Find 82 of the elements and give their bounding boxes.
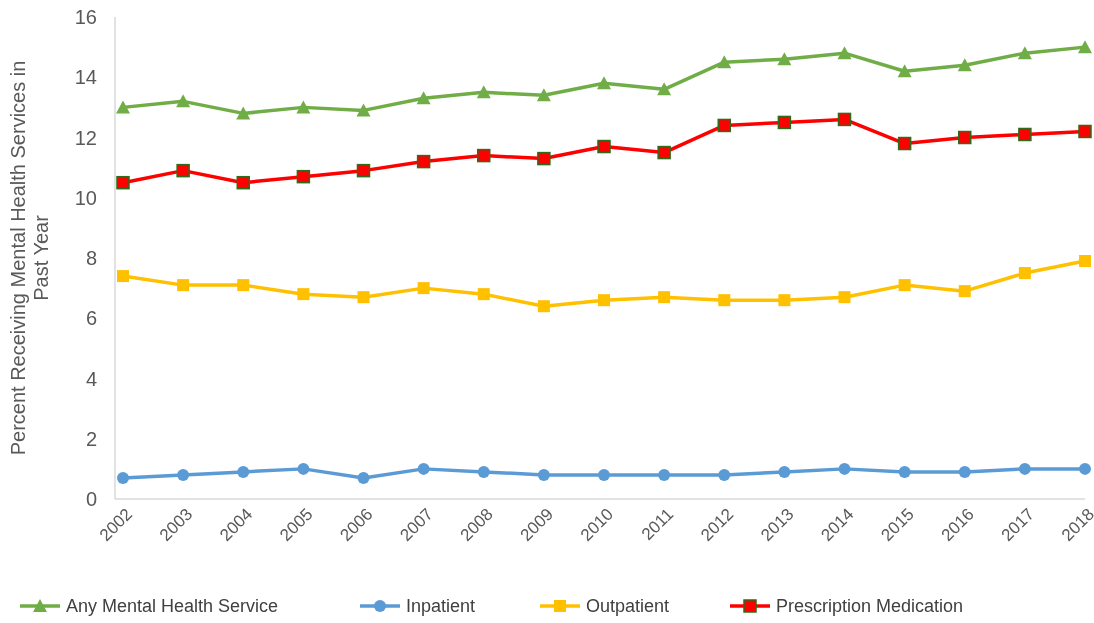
point <box>1078 124 1092 139</box>
point <box>116 175 130 190</box>
point <box>837 46 852 60</box>
point <box>177 468 190 481</box>
point <box>837 112 852 127</box>
point <box>296 169 311 184</box>
point <box>537 151 551 166</box>
point <box>658 291 671 304</box>
legend-label: Any Mental Health Service <box>66 596 279 617</box>
legend-label: Outpatient <box>586 596 670 617</box>
point <box>778 294 791 307</box>
point <box>1079 255 1091 268</box>
point <box>1018 127 1032 142</box>
y-tick-label: 12 <box>74 126 97 149</box>
y-tick-label: 0 <box>85 488 97 510</box>
point <box>717 55 732 69</box>
point <box>717 118 731 133</box>
y-tick-label: 10 <box>74 186 97 209</box>
point <box>297 462 310 475</box>
point <box>958 465 971 478</box>
point <box>597 139 611 154</box>
point <box>718 468 731 481</box>
y-tick-label: 6 <box>85 307 97 330</box>
point <box>357 471 370 484</box>
point <box>176 94 191 108</box>
point <box>1017 46 1032 60</box>
point <box>356 103 371 117</box>
point <box>176 163 190 178</box>
point <box>1018 267 1031 280</box>
y-tick-label: 8 <box>85 247 97 269</box>
point <box>958 285 971 298</box>
point <box>777 115 792 130</box>
point <box>958 130 972 145</box>
point <box>237 279 250 292</box>
point <box>658 468 671 481</box>
y-tick-label: 2 <box>85 427 97 450</box>
point <box>236 106 251 120</box>
point <box>417 462 430 475</box>
legend-label: Inpatient <box>406 596 476 617</box>
point <box>416 154 431 169</box>
y-tick-label: 4 <box>85 367 97 390</box>
point <box>417 282 430 295</box>
point <box>537 300 550 313</box>
point <box>718 294 731 307</box>
point <box>1079 462 1091 475</box>
point <box>838 462 851 475</box>
point <box>598 468 610 481</box>
point <box>536 88 551 102</box>
point <box>778 465 791 478</box>
point <box>1078 40 1092 54</box>
point <box>117 471 129 484</box>
point <box>357 291 370 304</box>
point <box>898 279 911 292</box>
legend-label: Prescription Medication <box>776 596 964 617</box>
point <box>777 52 792 66</box>
point <box>597 76 611 90</box>
point <box>116 100 130 114</box>
y-tick-label: 14 <box>74 66 97 89</box>
point <box>657 145 671 160</box>
point <box>1018 462 1031 475</box>
y-tick-label: 16 <box>74 6 97 28</box>
point <box>657 82 672 96</box>
point <box>117 270 129 283</box>
y-axis-title: Percent Receiving Mental Health Services in Past Year <box>7 60 52 456</box>
point <box>297 288 310 301</box>
point <box>537 468 550 481</box>
point <box>296 100 311 114</box>
point <box>476 85 491 99</box>
point <box>477 465 490 478</box>
point <box>838 291 851 304</box>
point <box>356 163 371 178</box>
point <box>416 91 431 105</box>
point <box>897 64 912 78</box>
point <box>957 58 972 72</box>
point <box>237 465 250 478</box>
point <box>236 175 250 190</box>
point <box>477 288 490 301</box>
point <box>897 136 912 151</box>
point <box>477 148 491 163</box>
point <box>898 465 911 478</box>
point <box>598 294 610 307</box>
point <box>177 279 190 292</box>
